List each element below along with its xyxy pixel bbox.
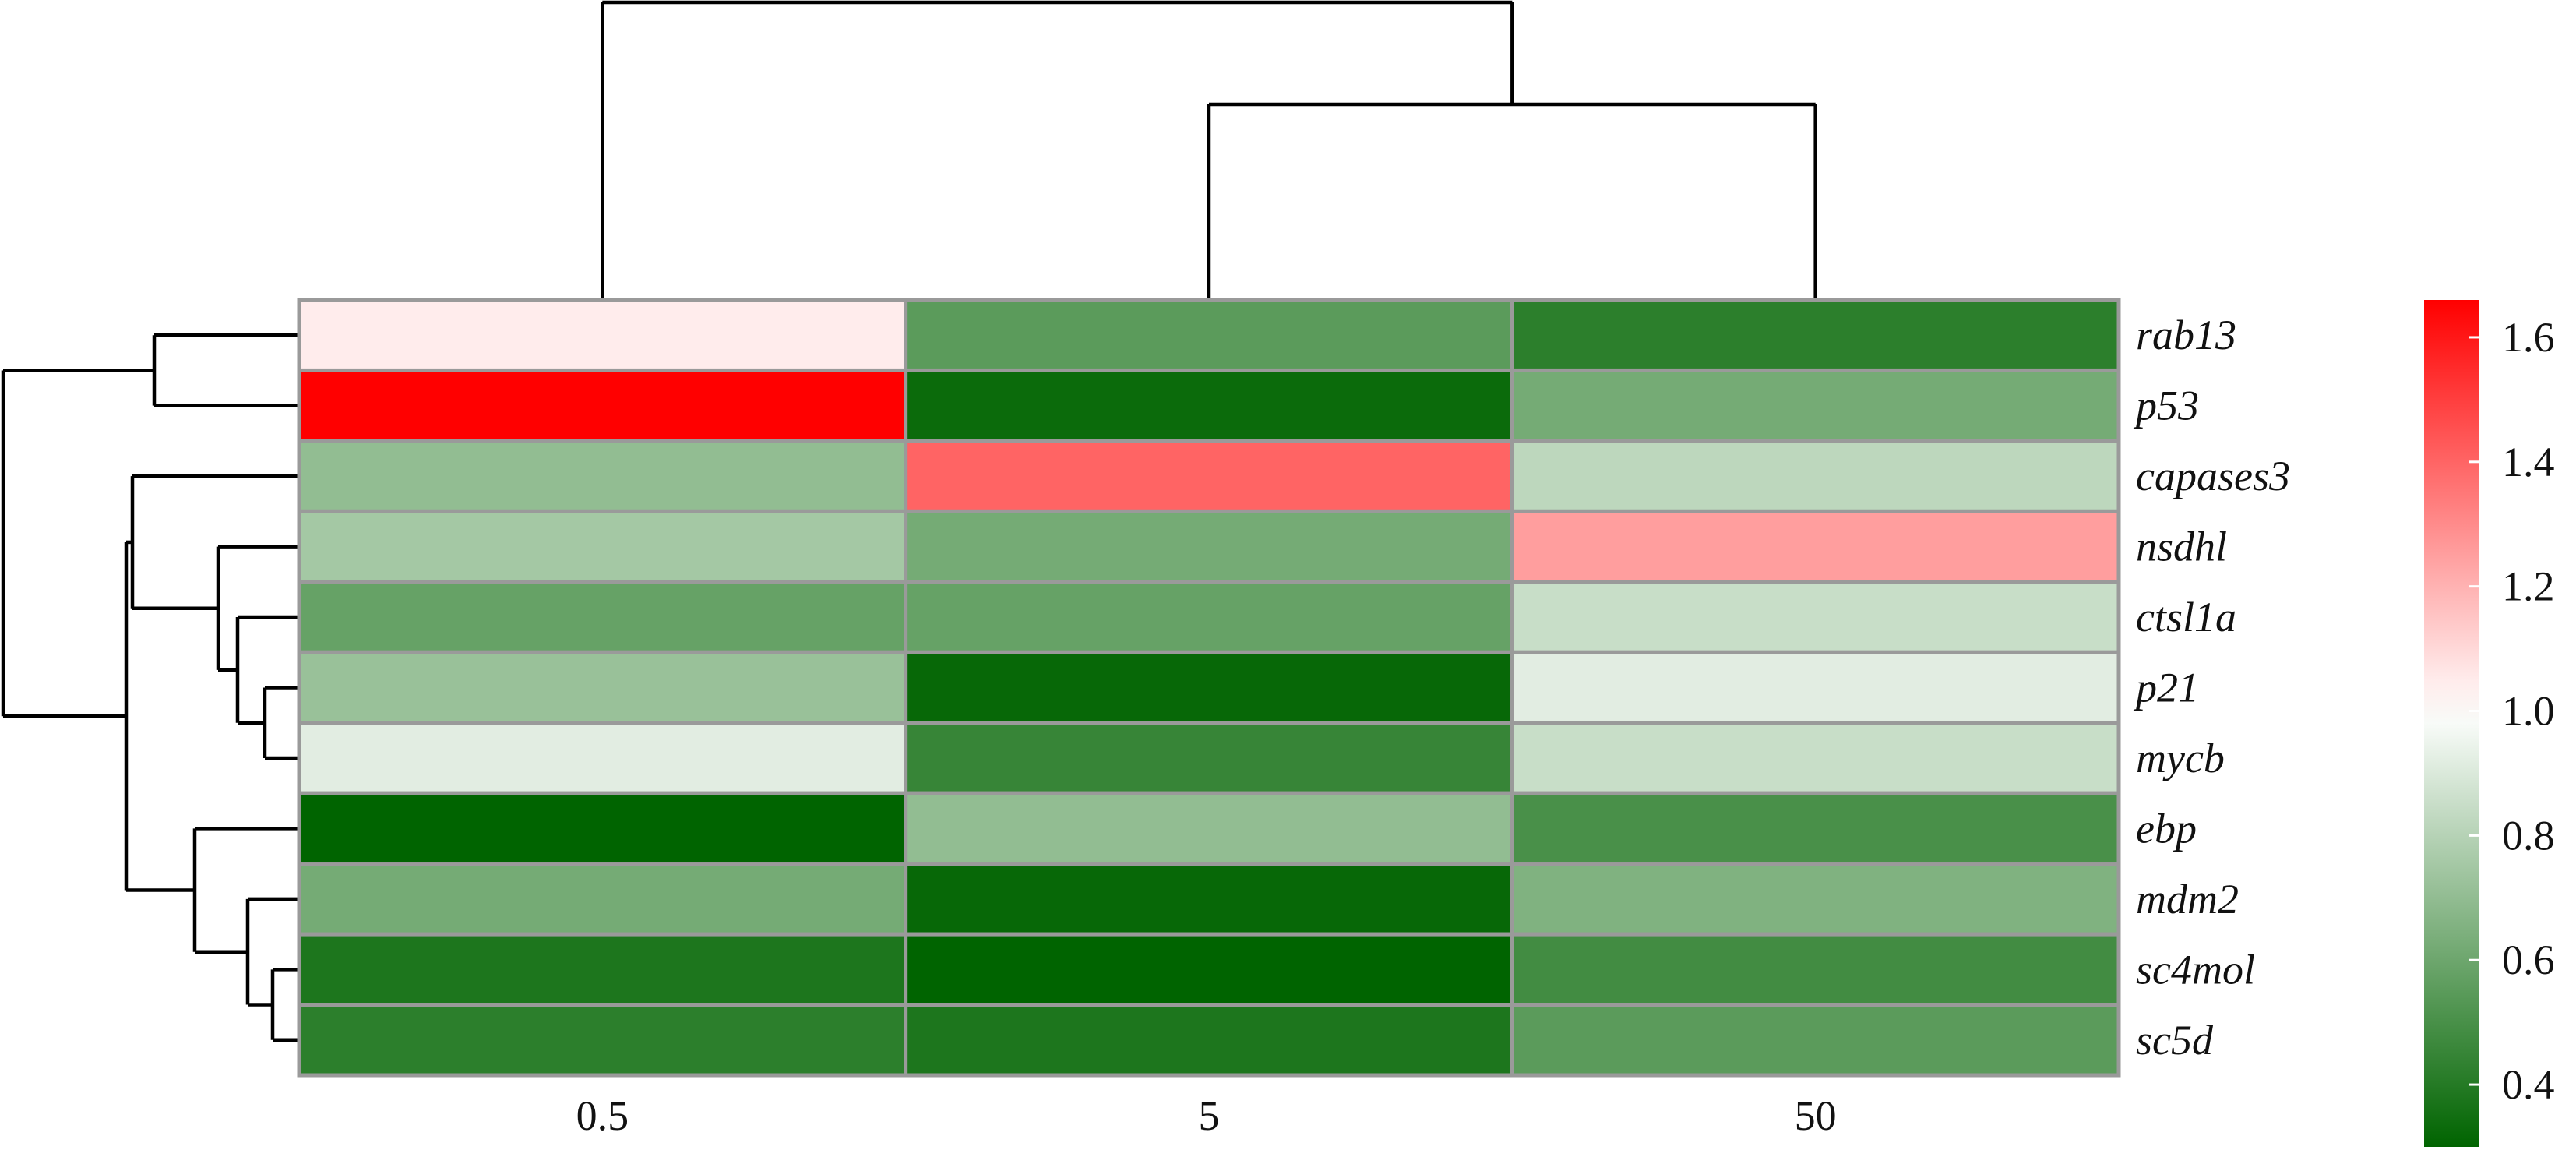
colorbar: 1.6 1.4 1.2 1.0 0.8 0.6 0.4 (2424, 300, 2555, 1147)
colorbar-label-0.8: 0.8 (2502, 812, 2555, 859)
colorbar-label-1.4: 1.4 (2502, 439, 2555, 485)
column-labels: 0.5 5 50 (576, 1092, 1837, 1139)
heatmap-cell-rab13-5 (904, 298, 1514, 372)
heatmap-cell-capases3-0.5 (297, 439, 908, 513)
heatmap-cell-ctsl1a-0.5 (297, 580, 908, 654)
colorbar-label-1.0: 1.0 (2502, 688, 2555, 735)
heatmap-cell-rab13-0.5 (297, 298, 908, 372)
heatmap-cell-ebp-5 (904, 791, 1514, 866)
heatmap-cell-p21-50 (1510, 650, 2121, 725)
heatmap-cell-mdm2-5 (904, 862, 1514, 937)
heatmap-cell-nsdhl-5 (904, 509, 1514, 584)
heatmap-cell-mdm2-0.5 (297, 862, 908, 937)
heatmap-cell-p53-50 (1510, 368, 2121, 443)
row-label-mycb: mycb (2136, 735, 2225, 781)
column-dendrogram (601, 0, 1817, 300)
row-label-rab13: rab13 (2136, 312, 2236, 358)
heatmap-cell-p53-5 (904, 368, 1514, 443)
row-label-sc4mol: sc4mol (2136, 946, 2255, 993)
heatmap-cell-p53-0.5 (297, 368, 908, 443)
row-label-mdm2: mdm2 (2136, 876, 2239, 922)
colorbar-label-1.6: 1.6 (2502, 314, 2555, 361)
heatmap-cell-nsdhl-0.5 (297, 509, 908, 584)
heatmap-cell-mycb-50 (1510, 721, 2121, 795)
heatmap-cell-ctsl1a-5 (904, 580, 1514, 654)
heatmap-cell-ebp-0.5 (297, 791, 908, 866)
heatmap-cell-sc5d-50 (1510, 1003, 2121, 1078)
colorbar-gradient (2424, 300, 2479, 1147)
heatmap-cell-capases3-50 (1510, 439, 2121, 513)
heatmap-cell-mdm2-50 (1510, 862, 2121, 937)
colorbar-label-0.6: 0.6 (2502, 937, 2555, 983)
colorbar-label-1.2: 1.2 (2502, 563, 2555, 610)
heatmap-cell-rab13-50 (1510, 298, 2121, 372)
row-label-ctsl1a: ctsl1a (2136, 594, 2236, 640)
row-labels: rab13 p53 capases3 nsdhl ctsl1a p21 mycb ebp mdm… (2133, 312, 2290, 1064)
heatmap-cell-p21-0.5 (297, 650, 908, 725)
heatmap-cells (297, 298, 2121, 1078)
heatmap-cell-sc5d-0.5 (297, 1003, 908, 1078)
row-label-capases3: capases3 (2136, 453, 2290, 499)
row-label-sc5d: sc5d (2136, 1017, 2214, 1064)
heatmap-cell-capases3-5 (904, 439, 1514, 513)
row-label-nsdhl: nsdhl (2136, 524, 2227, 570)
heatmap-cell-nsdhl-50 (1510, 509, 2121, 584)
column-label-5: 5 (1199, 1092, 1220, 1139)
colorbar-label-0.4: 0.4 (2502, 1061, 2555, 1108)
heatmap-cell-mycb-5 (904, 721, 1514, 795)
heatmap-cell-sc4mol-0.5 (297, 932, 908, 1007)
heatmap-cell-sc4mol-50 (1510, 932, 2121, 1007)
row-label-ebp: ebp (2136, 805, 2197, 852)
column-label-50: 50 (1795, 1092, 1837, 1139)
row-label-p53: p53 (2133, 383, 2199, 429)
heatmap-cell-ctsl1a-50 (1510, 580, 2121, 654)
heatmap-cell-sc4mol-5 (904, 932, 1514, 1007)
column-label-0.5: 0.5 (576, 1092, 629, 1139)
heatmap-cell-mycb-0.5 (297, 721, 908, 795)
row-label-p21: p21 (2133, 665, 2199, 711)
heatmap-cell-ebp-50 (1510, 791, 2121, 866)
heatmap-cell-sc5d-5 (904, 1003, 1514, 1078)
heatmap-cell-p21-5 (904, 650, 1514, 725)
row-dendrogram (1, 333, 299, 1042)
